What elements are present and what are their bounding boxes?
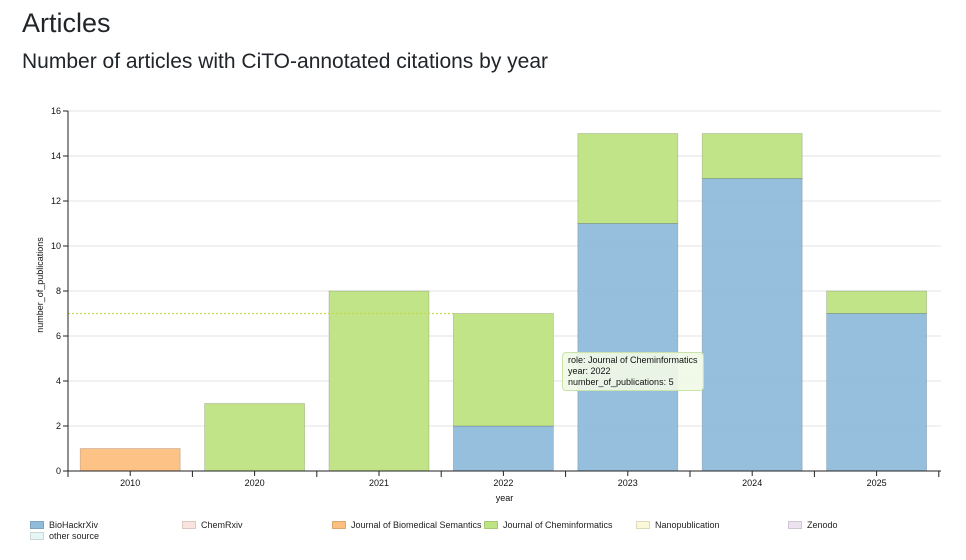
x-tick-label: 2010 (120, 478, 140, 488)
legend-swatch (788, 521, 802, 529)
legend-item-other-source[interactable]: other source (30, 531, 99, 541)
y-tick-label: 12 (51, 196, 61, 206)
y-tick-label: 10 (51, 241, 61, 251)
x-tick-label: 2021 (369, 478, 389, 488)
legend-swatch (332, 521, 346, 529)
bar-journal-of-cheminformatics-2021[interactable] (328, 290, 430, 472)
legend-swatch (182, 521, 196, 529)
legend-item-zenodo[interactable]: Zenodo (788, 520, 838, 530)
bars (79, 133, 927, 472)
x-tick-label: 2025 (867, 478, 887, 488)
x-tick-label: 2023 (618, 478, 638, 488)
legend-label: Nanopublication (655, 520, 720, 530)
legend-swatch (484, 521, 498, 529)
y-tick-label: 8 (56, 286, 61, 296)
y-tick-label: 0 (56, 466, 61, 476)
legend-label: Journal of Biomedical Semantics (351, 520, 482, 530)
legend-label: Journal of Cheminformatics (503, 520, 613, 530)
bar-journal-of-cheminformatics-2025[interactable] (826, 290, 927, 314)
x-tick-label: 2024 (742, 478, 762, 488)
y-tick-label: 14 (51, 151, 61, 161)
bar-journal-of-cheminformatics-2024[interactable] (701, 133, 803, 179)
legend-label: ChemRxiv (201, 520, 243, 530)
bar-chart: 0 2 4 6 8 10 12 14 16 2010 2020 2021 2022 2023 2024 202… (35, 106, 941, 503)
x-axis-title: year (496, 493, 514, 503)
legend-item-journal-of-cheminformatics[interactable]: Journal of Cheminformatics (484, 520, 613, 530)
legend-swatch (30, 521, 44, 529)
bar-biohackrxiv-2024[interactable] (701, 178, 803, 472)
bar-biohackrxiv-2022[interactable] (452, 425, 554, 472)
axes: 0 2 4 6 8 10 12 14 16 2010 2020 2021 2022 2023 2024 202… (51, 106, 941, 488)
bar-journal-of-cheminformatics-2023[interactable] (577, 133, 679, 224)
chart-tooltip: role: Journal of Cheminformatics year: 2… (562, 352, 704, 391)
bar-journal-of-biomedical-semantics-2010[interactable] (79, 448, 181, 472)
bar-biohackrxiv-2023[interactable] (577, 223, 679, 472)
legend-label: other source (49, 531, 100, 541)
legend-item-chemrxiv[interactable]: ChemRxiv (182, 520, 243, 530)
legend-label: BioHackrXiv (49, 520, 99, 530)
bar-journal-of-cheminformatics-2020[interactable] (204, 403, 306, 472)
page-title: Articles (22, 8, 111, 38)
tooltip-year: year: 2022 (568, 366, 611, 376)
legend-item-biohackrxiv[interactable]: BioHackrXiv (30, 520, 98, 530)
y-tick-label: 16 (51, 106, 61, 116)
legend-item-journal-of-biomedical-semantics[interactable]: Journal of Biomedical Semantics (332, 520, 482, 530)
x-tick-label: 2022 (493, 478, 513, 488)
y-tick-label: 4 (56, 376, 61, 386)
legend-swatch (636, 521, 650, 529)
y-tick-label: 6 (56, 331, 61, 341)
legend-label: Zenodo (807, 520, 838, 530)
legend-swatch (30, 532, 44, 540)
bar-biohackrxiv-2025[interactable] (826, 313, 927, 472)
x-tick-label: 2020 (245, 478, 265, 488)
y-tick-label: 2 (56, 421, 61, 431)
chart-title: Number of articles with CiTO-annotated c… (22, 50, 549, 73)
legend-item-nanopublication[interactable]: Nanopublication (636, 520, 720, 530)
tooltip-count: number_of_publications: 5 (568, 377, 674, 387)
tooltip-role: role: Journal of Cheminformatics (568, 355, 698, 365)
y-axis-title: number_of_publications (35, 237, 45, 333)
bar-journal-of-cheminformatics-2022[interactable] (452, 313, 554, 427)
